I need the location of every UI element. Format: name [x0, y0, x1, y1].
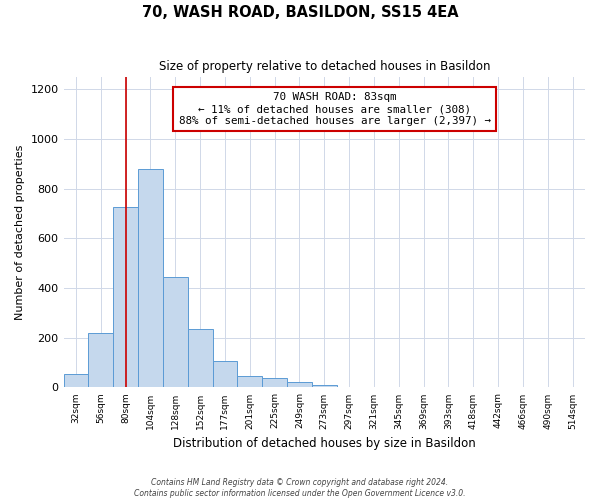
Bar [312, 385, 337, 388]
Bar [238, 376, 262, 388]
Title: Size of property relative to detached houses in Basildon: Size of property relative to detached ho… [158, 60, 490, 73]
Text: Contains HM Land Registry data © Crown copyright and database right 2024.
Contai: Contains HM Land Registry data © Crown c… [134, 478, 466, 498]
Bar [163, 278, 188, 388]
Text: 70 WASH ROAD: 83sqm
← 11% of detached houses are smaller (308)
88% of semi-detac: 70 WASH ROAD: 83sqm ← 11% of detached ho… [179, 92, 491, 126]
Bar [64, 374, 88, 388]
Bar [113, 206, 138, 388]
Bar [262, 378, 287, 388]
Bar [88, 333, 113, 388]
Bar [212, 362, 238, 388]
X-axis label: Distribution of detached houses by size in Basildon: Distribution of detached houses by size … [173, 437, 476, 450]
Bar [138, 170, 163, 388]
Bar [287, 382, 312, 388]
Bar [188, 329, 212, 388]
Text: 70, WASH ROAD, BASILDON, SS15 4EA: 70, WASH ROAD, BASILDON, SS15 4EA [142, 5, 458, 20]
Y-axis label: Number of detached properties: Number of detached properties [15, 144, 25, 320]
